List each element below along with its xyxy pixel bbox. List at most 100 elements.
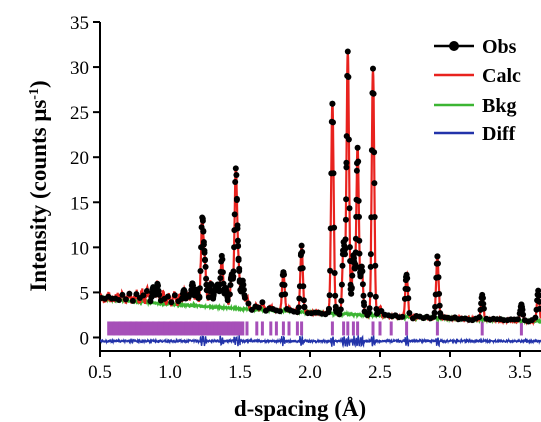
obs-point xyxy=(356,213,362,220)
obs-point xyxy=(432,303,439,310)
legend-entry-calc: Calc xyxy=(434,65,521,87)
obs-point xyxy=(156,291,163,298)
obs-point xyxy=(231,211,238,218)
x-tick-label: 3.0 xyxy=(438,362,462,383)
obs-point xyxy=(201,247,208,254)
obs-point xyxy=(226,291,233,298)
obs-point xyxy=(405,295,412,302)
obs-point xyxy=(350,252,357,259)
obs-series-points xyxy=(100,48,541,325)
obs-point xyxy=(216,287,223,294)
obs-point xyxy=(330,170,337,177)
obs-point xyxy=(371,214,378,220)
obs-point xyxy=(372,293,379,300)
obs-point xyxy=(331,224,338,231)
obs-point xyxy=(327,267,334,274)
x-tick-label: 1.0 xyxy=(158,362,182,383)
obs-point xyxy=(338,297,345,304)
obs-point xyxy=(356,237,363,244)
obs-point xyxy=(480,300,487,307)
obs-point xyxy=(343,164,350,171)
obs-point xyxy=(208,281,215,288)
obs-point xyxy=(281,282,288,288)
obs-point xyxy=(233,172,240,178)
obs-point xyxy=(367,263,374,270)
obs-point xyxy=(406,310,413,316)
y-tick-label: 10 xyxy=(70,238,89,259)
obs-point xyxy=(329,100,336,107)
legend-label-calc: Calc xyxy=(482,65,521,87)
obs-point xyxy=(332,303,339,310)
obs-point xyxy=(359,281,366,288)
legend-entry-obs: Obs xyxy=(434,36,517,58)
obs-point xyxy=(235,242,241,249)
obs-point xyxy=(366,305,373,312)
obs-point xyxy=(536,305,541,312)
obs-point xyxy=(514,316,521,323)
obs-point xyxy=(436,290,443,297)
obs-point xyxy=(431,309,438,316)
obs-point xyxy=(240,286,247,293)
obs-point xyxy=(199,215,206,222)
obs-point xyxy=(374,310,380,317)
obs-point xyxy=(476,314,483,321)
obs-point xyxy=(435,260,441,267)
obs-point xyxy=(359,268,366,275)
obs-point xyxy=(360,292,367,299)
obs-point xyxy=(437,310,444,317)
y-tick-label: 30 xyxy=(70,58,89,79)
obs-point xyxy=(346,244,353,251)
obs-point xyxy=(299,249,306,255)
diff-series-line xyxy=(100,334,541,349)
obs-point xyxy=(196,285,203,292)
y-ticks: 0 5 10 15 20 25 30 35 xyxy=(70,13,100,349)
x-tick-label: 2.0 xyxy=(298,362,322,383)
obs-point xyxy=(353,167,360,174)
legend: Obs Calc Bkg Diff xyxy=(434,36,521,145)
obs-point xyxy=(200,239,207,245)
obs-point xyxy=(115,297,122,303)
obs-point xyxy=(342,236,349,243)
obs-point xyxy=(339,262,346,269)
obs-point xyxy=(337,306,344,313)
obs-point xyxy=(356,250,363,257)
obs-point xyxy=(220,280,227,287)
obs-point xyxy=(343,196,350,203)
obs-point xyxy=(343,159,350,166)
obs-point xyxy=(202,256,208,263)
obs-point xyxy=(370,90,377,97)
obs-point xyxy=(346,205,353,212)
obs-point xyxy=(203,275,210,282)
x-tick-label: 0.5 xyxy=(88,362,112,383)
obs-point xyxy=(133,291,140,298)
obs-point xyxy=(140,292,147,299)
obs-point xyxy=(155,282,161,289)
obs-point xyxy=(371,149,378,156)
obs-point xyxy=(200,227,207,234)
y-tick-label: 35 xyxy=(70,13,89,34)
obs-point xyxy=(164,293,171,300)
obs-point xyxy=(536,298,541,305)
obs-point xyxy=(348,285,355,292)
obs-point xyxy=(404,286,411,293)
y-tick-label: 25 xyxy=(70,103,89,124)
obs-point xyxy=(372,262,379,269)
obs-point xyxy=(227,282,234,288)
legend-label-obs: Obs xyxy=(482,36,517,58)
obs-point xyxy=(399,313,406,320)
obs-point xyxy=(434,253,441,260)
obs-point xyxy=(326,292,333,299)
obs-point xyxy=(367,291,374,298)
y-tick-label: 20 xyxy=(70,148,89,169)
obs-point xyxy=(219,269,226,276)
obs-point xyxy=(345,74,352,80)
obs-point xyxy=(294,309,301,316)
y-tick-label: 15 xyxy=(70,193,89,214)
legend-label-bkg: Bkg xyxy=(482,95,516,117)
legend-entry-diff: Diff xyxy=(434,123,516,145)
obs-point xyxy=(234,222,241,229)
obs-point xyxy=(259,299,266,306)
obs-point xyxy=(241,292,248,299)
obs-point xyxy=(202,263,209,270)
